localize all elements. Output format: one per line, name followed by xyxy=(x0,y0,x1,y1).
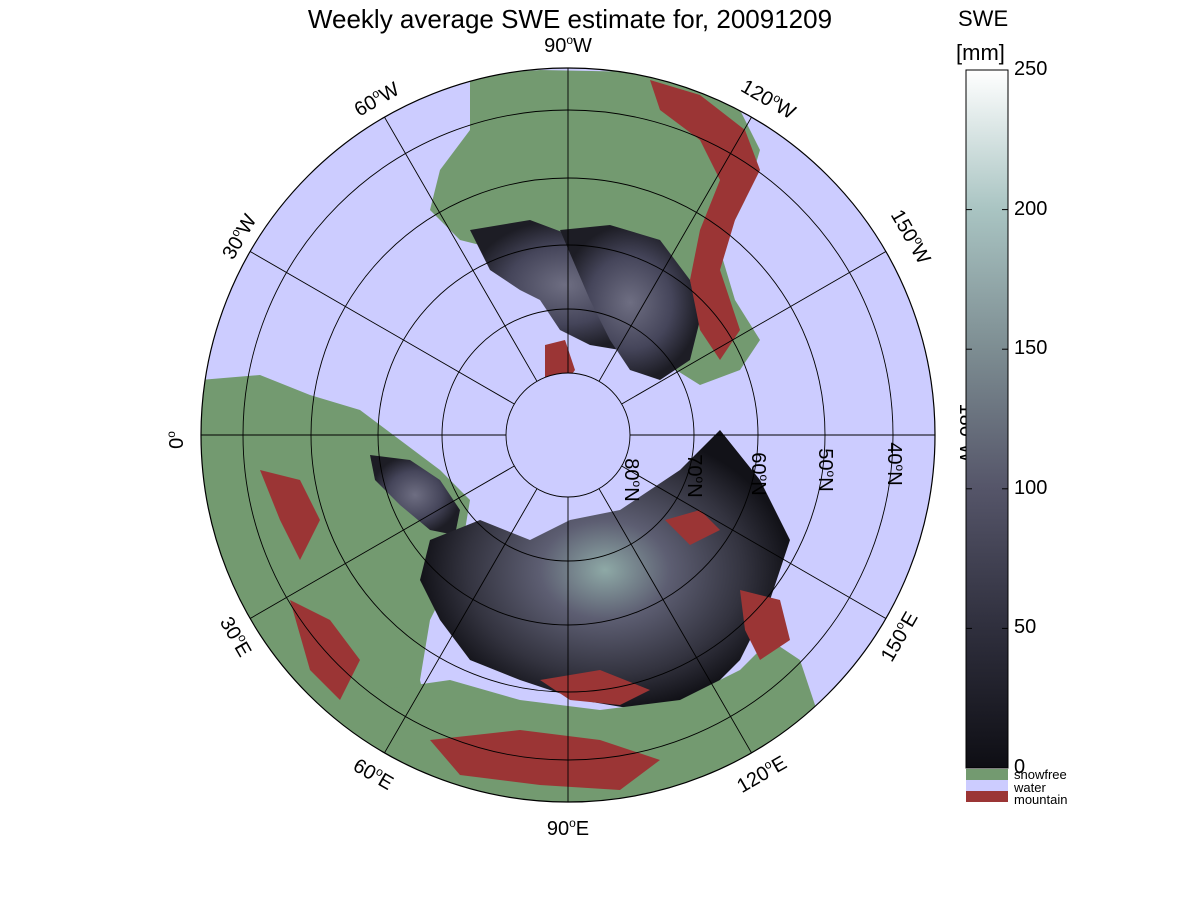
map-title: Weekly average SWE estimate for, 2009120… xyxy=(307,4,833,34)
mountain-regions xyxy=(260,80,790,790)
latitude-labels: 80oN 70oN 60oN 50oN 40oN xyxy=(620,442,907,501)
lon-label-0: 0o xyxy=(164,431,188,449)
legend-swatch-mountain xyxy=(966,791,1008,802)
colorbar-gradient xyxy=(965,69,1009,769)
meridian-line xyxy=(384,488,538,754)
lon-label-60e: 60oE xyxy=(349,753,398,795)
colorbar-tick-label: 150 xyxy=(1014,337,1048,360)
lon-label-90w: 90oW xyxy=(544,33,592,57)
siberia-swe xyxy=(420,430,790,710)
lat-label-50n: 50oN xyxy=(814,448,838,491)
legend-label-mountain: mountain xyxy=(1014,792,1068,807)
lon-label-150w: 150oW xyxy=(886,205,936,268)
map-boundary xyxy=(200,67,936,803)
legend-swatch-water xyxy=(966,780,1008,791)
graticule xyxy=(201,68,935,802)
lon-label-90e: 90oE xyxy=(547,816,589,840)
colorbar-tick-label: 250 xyxy=(1014,58,1048,80)
colorbar-title: SWE xyxy=(958,6,1009,31)
legend-label-snowfree: snowfree xyxy=(1014,767,1067,782)
legend-label-water: water xyxy=(1014,780,1046,795)
lat-label-60n: 60oN xyxy=(747,452,771,495)
lat-label-80n: 80oN xyxy=(620,458,644,501)
arctic-ocean xyxy=(506,373,630,497)
colorbar-tick-marks xyxy=(966,69,1008,769)
scandinavia-swe xyxy=(370,455,460,535)
colorbar-unit: [mm] xyxy=(956,40,1005,65)
legend-swatch-snowfree xyxy=(966,769,1008,780)
meridian-line xyxy=(621,251,887,405)
lat-label-70n: 70oN xyxy=(683,454,707,497)
colorbar-tick-label: 200 xyxy=(1014,197,1048,220)
meridian-line xyxy=(598,488,752,754)
meridian-line xyxy=(249,251,515,405)
canada-swe xyxy=(560,225,700,380)
colorbar-tick-label: 0 xyxy=(1014,756,1026,778)
meridian-line xyxy=(598,116,752,382)
meridian-line xyxy=(384,116,538,382)
colorbar-tick-label: 50 xyxy=(1014,616,1037,639)
land-layer xyxy=(201,70,820,802)
meridian-line xyxy=(249,465,515,619)
colorbar-tick-label: 100 xyxy=(1014,476,1048,499)
meridian-line xyxy=(621,465,887,619)
lat-label-40n: 40oN xyxy=(883,442,907,485)
